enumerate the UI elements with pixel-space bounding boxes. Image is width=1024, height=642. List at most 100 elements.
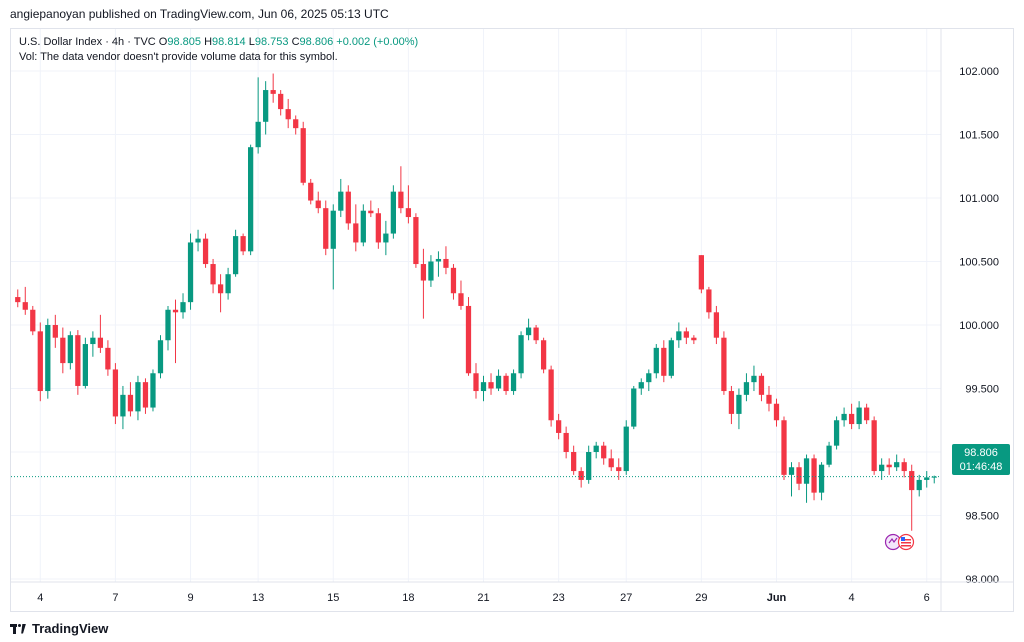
- candle-up: [225, 274, 231, 294]
- candle-up: [668, 340, 674, 376]
- y-tick-label: 99.500: [965, 384, 999, 396]
- candle-down: [691, 337, 697, 341]
- candle-up: [90, 337, 96, 345]
- low-value: 98.753: [254, 36, 289, 48]
- candle-down: [781, 420, 787, 475]
- ohlc-line: U.S. Dollar Index · 4h · TVC O98.805 H98…: [19, 35, 418, 50]
- candle-up: [586, 452, 592, 480]
- candle-down: [375, 213, 381, 243]
- candle-up: [743, 382, 750, 395]
- close-label: C: [291, 36, 300, 48]
- candle-down: [503, 375, 509, 392]
- chart-legend: U.S. Dollar Index · 4h · TVC O98.805 H98…: [19, 35, 418, 65]
- x-tick-label: 7: [112, 592, 118, 604]
- symbol-title: U.S. Dollar Index · 4h · TVC: [19, 36, 156, 48]
- footer-bar: TradingView: [0, 612, 1024, 642]
- candle-down: [315, 200, 321, 209]
- candle-up: [248, 147, 254, 252]
- candle-up: [631, 388, 637, 427]
- tradingview-logo-icon: [10, 623, 26, 634]
- candle-down: [683, 331, 689, 338]
- x-tick-label: 4: [37, 592, 43, 604]
- candle-down: [345, 191, 351, 224]
- chart-panel[interactable]: 102.000 101.500 101.000 100.500 100.000 99.50…: [10, 28, 1014, 612]
- header-bar: angiepanoyan published on TradingView.co…: [0, 0, 1024, 28]
- candle-down: [488, 382, 494, 389]
- candle-down: [278, 93, 284, 110]
- candle-up: [653, 347, 659, 374]
- candle-up: [428, 261, 434, 281]
- candle-down: [22, 302, 28, 310]
- open-label: O: [158, 36, 168, 48]
- candle-down: [578, 471, 584, 480]
- candle-up: [165, 309, 171, 341]
- candle-up: [894, 462, 900, 468]
- candle-down: [308, 182, 314, 201]
- candle-up: [157, 340, 164, 374]
- high-value: 98.814: [212, 36, 246, 48]
- candle-down: [202, 238, 209, 265]
- candle-down: [886, 464, 892, 468]
- candle-down: [721, 337, 727, 392]
- bar-countdown: 01:46:48: [959, 461, 1003, 473]
- candle-up: [833, 420, 840, 446]
- candle-down: [112, 369, 119, 417]
- candle-down: [871, 420, 877, 472]
- y-tick-label: 98.500: [965, 511, 999, 523]
- economic-events-icon[interactable]: [884, 533, 918, 551]
- candlestick-chart[interactable]: 102.000 101.500 101.000 100.500 100.000 99.50…: [11, 29, 1013, 611]
- candle-down: [210, 264, 216, 285]
- candle-down: [270, 90, 276, 94]
- candle-up: [232, 236, 239, 275]
- candle-down: [473, 373, 479, 392]
- candle-down: [353, 223, 359, 243]
- candle-up: [518, 335, 524, 374]
- candle-up: [931, 476, 937, 478]
- candle-up: [856, 407, 862, 425]
- candle-up: [751, 375, 757, 383]
- candle-up: [135, 382, 141, 412]
- x-tick-label: 18: [402, 592, 414, 604]
- candle-down: [864, 407, 870, 421]
- publisher-text: angiepanoyan published on TradingView.co…: [10, 7, 389, 21]
- candle-up: [841, 413, 847, 421]
- candle-down: [563, 432, 569, 452]
- change-value: +0.002 (+0.00%): [336, 36, 419, 48]
- candle-down: [420, 264, 427, 281]
- open-value: 98.805: [167, 36, 202, 48]
- candle-down: [413, 217, 419, 265]
- candle-down: [105, 347, 111, 370]
- candle-down: [443, 258, 449, 268]
- candle-up: [646, 373, 652, 383]
- last-price-value: 98.806: [964, 447, 998, 459]
- candle-up: [924, 477, 930, 480]
- close-value: 98.806: [299, 36, 334, 48]
- candle-down: [713, 312, 720, 338]
- candle-up: [195, 238, 201, 243]
- candle-up: [788, 467, 795, 475]
- candle-up: [623, 426, 629, 472]
- candle-up: [495, 375, 502, 389]
- candle-down: [217, 284, 224, 294]
- x-tick-label: 27: [620, 592, 632, 604]
- candle-down: [758, 375, 765, 395]
- tradingview-logo[interactable]: TradingView: [10, 621, 108, 636]
- candle-down: [300, 128, 306, 183]
- candle-down: [608, 458, 614, 468]
- candle-down: [37, 331, 43, 392]
- low-label: L: [248, 36, 255, 48]
- candle-up: [676, 331, 682, 341]
- candle-down: [15, 297, 21, 303]
- candle-down: [533, 327, 539, 341]
- candle-down: [30, 309, 36, 332]
- candle-down: [172, 309, 179, 313]
- candle-down: [766, 394, 772, 404]
- x-tick-label: 15: [327, 592, 339, 604]
- candle-down: [52, 325, 58, 338]
- candle-up: [45, 325, 51, 392]
- x-tick-label: 13: [252, 592, 264, 604]
- x-tick-label: Jun: [767, 592, 787, 604]
- candle-down: [601, 445, 607, 459]
- candle-up: [180, 302, 186, 313]
- x-tick-label: 29: [695, 592, 707, 604]
